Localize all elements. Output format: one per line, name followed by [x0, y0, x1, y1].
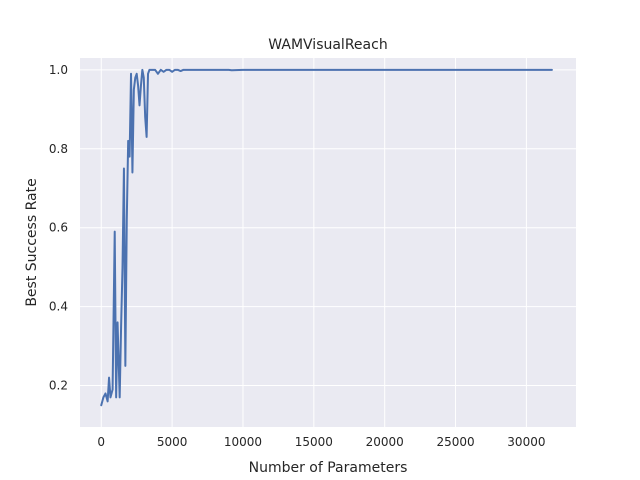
chart-title: WAMVisualReach [268, 37, 387, 53]
y-tick-label: 0.2 [49, 379, 68, 393]
y-axis-label: Best Success Rate [24, 178, 40, 306]
x-tick-label: 30000 [507, 435, 545, 449]
y-tick-label: 0.4 [49, 300, 68, 314]
x-gridlines [100, 58, 527, 427]
x-tick-label: 5000 [157, 435, 188, 449]
series-line [100, 68, 553, 407]
y-tick-labels: 0.2 0.4 0.6 0.8 1.0 [49, 63, 68, 393]
x-tick-labels: 0 5000 10000 15000 20000 25000 30000 [97, 435, 545, 449]
x-tick-label: 25000 [436, 435, 474, 449]
series-layer [100, 68, 553, 407]
x-tick-label: 10000 [224, 435, 262, 449]
y-tick-label: 0.8 [49, 142, 68, 156]
x-axis-label: Number of Parameters [249, 460, 408, 476]
y-tick-label: 0.6 [49, 221, 68, 235]
y-tick-label: 1.0 [49, 63, 68, 77]
plot-background [80, 58, 576, 427]
x-tick-label: 20000 [366, 435, 404, 449]
x-tick-label: 15000 [295, 435, 333, 449]
x-tick-label: 0 [97, 435, 105, 449]
